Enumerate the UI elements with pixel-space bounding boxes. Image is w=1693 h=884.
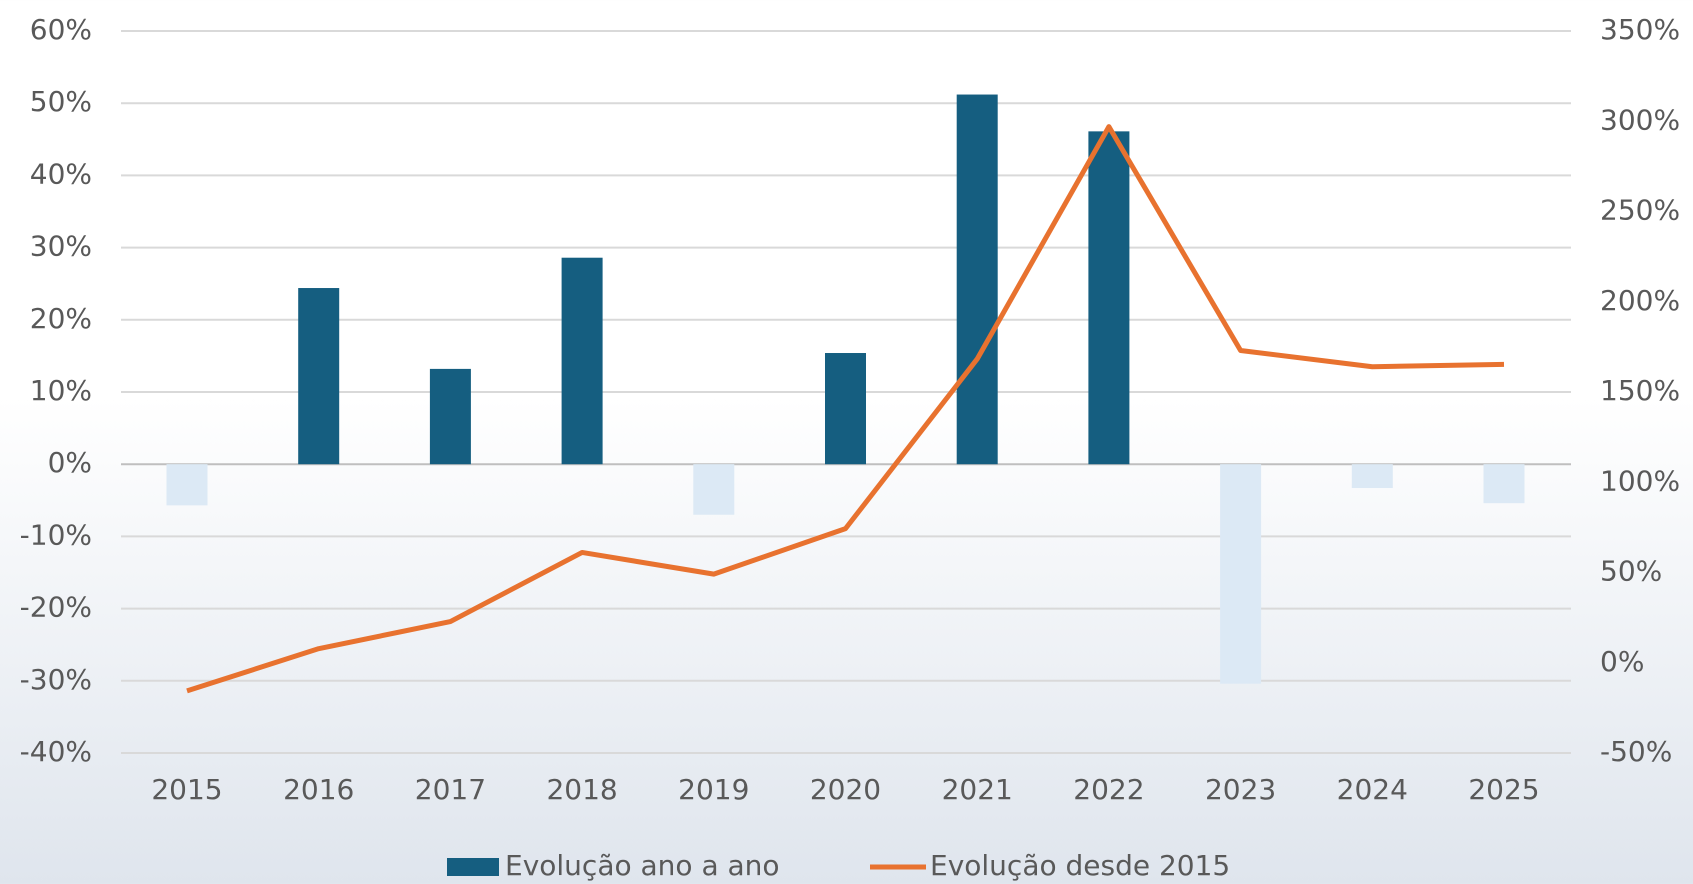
y-tick-label: 40% <box>30 157 92 190</box>
bar <box>1220 464 1262 684</box>
legend-label: Evolução ano a ano <box>505 849 780 882</box>
y-tick-label: -40% <box>20 735 92 768</box>
y-tick-label: 30% <box>30 230 92 263</box>
x-tick-label: 2018 <box>546 773 617 806</box>
x-tick-label: 2017 <box>415 773 486 806</box>
x-tick-label: 2015 <box>151 773 222 806</box>
bar <box>561 257 603 465</box>
x-tick-label: 2021 <box>942 773 1013 806</box>
x-tick-label: 2025 <box>1468 773 1539 806</box>
y-tick-label: -30% <box>20 663 92 696</box>
bar <box>429 368 471 465</box>
bar <box>825 353 866 465</box>
y2-tick-label: 100% <box>1600 464 1680 497</box>
y2-tick-label: 300% <box>1600 103 1680 136</box>
y2-tick-label: 350% <box>1600 13 1680 46</box>
bar <box>298 288 340 465</box>
y-tick-label: 0% <box>48 446 92 479</box>
y2-tick-label: 200% <box>1600 284 1680 317</box>
x-tick-label: 2022 <box>1073 773 1144 806</box>
y-tick-label: 50% <box>30 85 92 118</box>
legend-label: Evolução desde 2015 <box>930 849 1230 882</box>
y2-tick-label: 250% <box>1600 194 1680 227</box>
bar <box>1088 131 1130 465</box>
legend-swatch <box>447 858 499 876</box>
x-tick-label: 2024 <box>1337 773 1408 806</box>
y2-tick-label: 150% <box>1600 374 1680 407</box>
x-tick-label: 2019 <box>678 773 749 806</box>
bar <box>956 94 998 465</box>
bar <box>166 464 208 506</box>
y2-tick-label: -50% <box>1600 735 1672 768</box>
bar <box>1483 464 1525 504</box>
y-tick-label: -10% <box>20 518 92 551</box>
y-tick-label: -20% <box>20 591 92 624</box>
y2-tick-label: 50% <box>1600 555 1662 588</box>
bar <box>693 464 735 515</box>
x-tick-label: 2016 <box>283 773 354 806</box>
line <box>186 124 1505 694</box>
x-tick-label: 2023 <box>1205 773 1276 806</box>
bar <box>1351 464 1393 489</box>
y-tick-label: 10% <box>30 374 92 407</box>
y2-tick-label: 0% <box>1600 645 1644 678</box>
y-tick-label: 60% <box>30 13 92 46</box>
x-tick-label: 2020 <box>810 773 881 806</box>
y-tick-label: 20% <box>30 302 92 335</box>
